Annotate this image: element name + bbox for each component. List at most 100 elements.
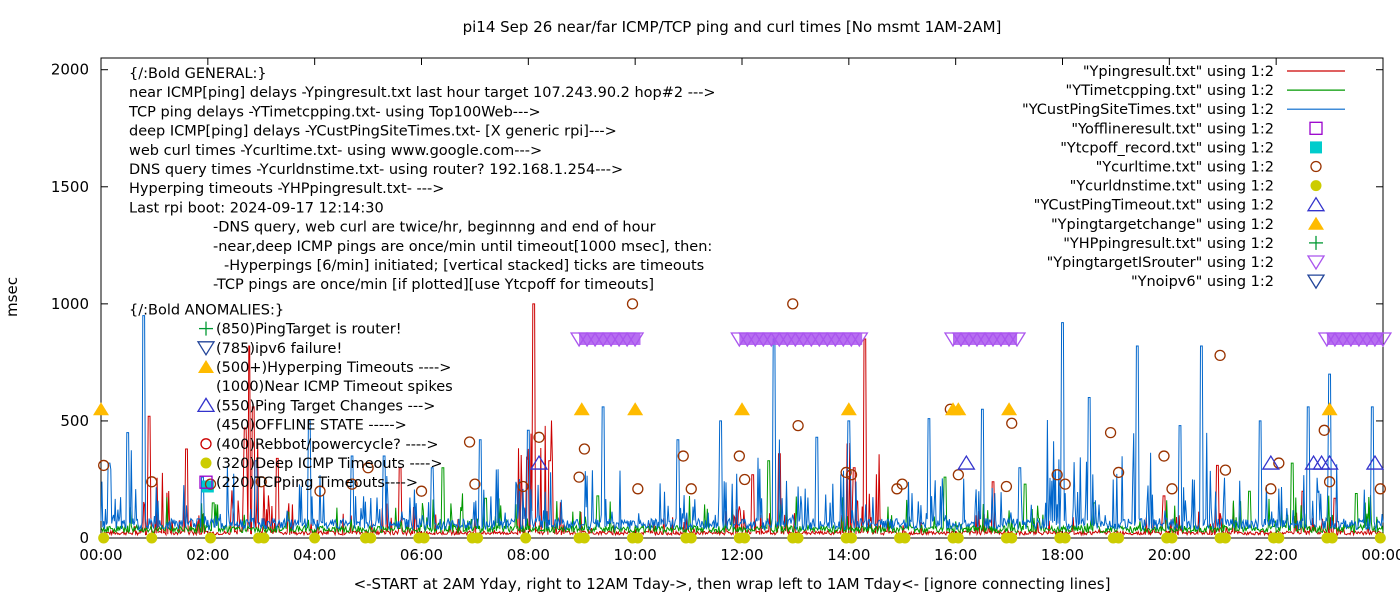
series-5-marker [463, 436, 476, 448]
series-6-marker [1006, 532, 1018, 544]
series-5-marker [1214, 349, 1226, 362]
x-tick-label: 18:00 [1041, 546, 1084, 564]
series-6-marker [520, 532, 532, 544]
legend-swatch-10 [1306, 255, 1326, 271]
series-5-marker [415, 485, 428, 497]
series-5-marker [677, 450, 689, 462]
x-tick-label: 00:00 [79, 546, 122, 564]
y-tick-label: 500 [60, 412, 89, 430]
series-5-marker [1318, 424, 1330, 436]
series-5-marker [469, 478, 481, 490]
series-6-marker [578, 532, 590, 544]
legend: "Ypingresult.txt" using 1:2 "YTimetcpping… [1022, 64, 1345, 290]
series-5-marker [204, 478, 217, 490]
y-tick-label: 0 [79, 529, 89, 547]
annotation-line-21: (220)TCPping Timeouts----> [216, 475, 418, 491]
series-6-marker [1219, 532, 1231, 544]
annotation-line-18: (450)OFFLINE STATE -----> [216, 418, 407, 434]
series-5-marker [362, 462, 374, 474]
legend-label-3: "Yofflineresult.txt" using 1:2 [1071, 121, 1274, 137]
series-5-marker [314, 485, 326, 497]
series-5-marker [632, 483, 644, 495]
series-10-band [952, 332, 1018, 345]
legend-label-11: "Ynoipv6" using 1:2 [1131, 274, 1274, 290]
annotation-line-6: Hyperping timeouts -YHPpingresult.txt- -… [129, 181, 444, 197]
series-5-marker [1000, 480, 1013, 493]
series-5-marker [896, 478, 908, 490]
annotation-line-20: (320)Deep ICMP Timeouts ----> [216, 456, 443, 472]
annotation-line-7: Last rpi boot: 2024-09-17 12:14:30 [129, 200, 384, 216]
annotation-symbol-15 [198, 360, 214, 373]
series-5-marker [733, 450, 745, 462]
legend-label-6: "Ycurldnstime.txt" using 1:2 [1070, 179, 1274, 195]
series-5-marker [845, 469, 858, 481]
series-6-marker [309, 532, 321, 544]
series-8-marker [573, 402, 590, 416]
annotation-symbol-17 [196, 397, 216, 413]
y-tick-label: 1500 [51, 178, 89, 196]
series-5-marker [578, 443, 591, 455]
series-6-marker [632, 532, 644, 544]
series-6-marker [418, 532, 430, 544]
x-tick-label: 22:00 [1255, 546, 1298, 564]
series-5-marker [1166, 483, 1178, 495]
series-5-marker [787, 298, 799, 310]
x-tick-label: 02:00 [186, 546, 229, 564]
annotation-line-4: web curl times -Ycurltime.txt- using www… [129, 143, 542, 159]
series-5-marker [1104, 426, 1117, 439]
legend-label-5: "Ycurltime.txt" using 1:2 [1096, 160, 1274, 176]
series-6-marker [258, 532, 270, 544]
series-5-marker [573, 471, 585, 483]
series-5-marker [346, 478, 358, 490]
legend-swatch-3 [1309, 121, 1323, 135]
annotation-line-3: deep ICMP[ping] delays -YCustPingSiteTim… [129, 124, 617, 140]
annotation-line-11: -TCP pings are once/min [if plotted][use… [213, 277, 654, 293]
series-8-marker [1001, 402, 1018, 416]
series-5-marker [952, 469, 964, 481]
annotation-symbol-21 [199, 475, 213, 489]
series-10-marker [1007, 332, 1027, 348]
annotation-line-9: -near,deep ICMP pings are once/min until… [213, 239, 712, 255]
legend-label-9: "YHPpingresult.txt" using 1:2 [1063, 236, 1274, 252]
series-5-marker [1323, 476, 1336, 488]
x-tick-label: 14:00 [827, 546, 870, 564]
annotation-line-5: DNS query times -Ycurldnstime.txt- using… [129, 162, 623, 178]
series-7-marker [1365, 454, 1385, 470]
x-tick-label: 20:00 [1148, 546, 1191, 564]
series-8-marker [840, 402, 857, 416]
x-tick-label: 08:00 [507, 546, 550, 564]
legend-swatch-5 [1310, 160, 1322, 173]
series-8-marker [734, 402, 750, 416]
series-7-marker [1320, 454, 1339, 470]
legend-swatch-11 [1306, 274, 1326, 290]
series-6-marker [365, 532, 377, 544]
series-6-marker [98, 532, 110, 544]
series-5-marker [792, 419, 804, 432]
series-5-marker [626, 298, 639, 310]
series-7-marker [529, 454, 549, 470]
series-line-2 [100, 315, 1384, 532]
legend-label-10: "YpingtargetISrouter" using 1:2 [1047, 255, 1274, 271]
series-5-marker [533, 431, 545, 443]
legend-label-2: "YCustPingSiteTimes.txt" using 1:2 [1022, 102, 1274, 118]
series-5-marker [98, 459, 110, 472]
series-5-marker [517, 480, 529, 493]
annotation-symbol-13 [199, 321, 213, 336]
series-6-marker [846, 532, 858, 544]
x-tick-label: 16:00 [934, 546, 977, 564]
annotation-line-16: (1000)Near ICMP Timeout spikes [216, 379, 453, 395]
x-tick-label: 04:00 [293, 546, 336, 564]
x-tick-label: 12:00 [720, 546, 763, 564]
series-10-marker [1373, 332, 1393, 348]
annotation-symbol-14 [196, 341, 216, 357]
series-6-marker [205, 532, 217, 544]
x-tick-label: 00:00 [1361, 546, 1400, 564]
annotation-line-0: {/:Bold GENERAL:} [129, 66, 267, 82]
y-axis: 0 500 1000 1500 2000 [51, 61, 1383, 547]
legend-label-4: "Ytcpoff_record.txt" using 1:2 [1060, 140, 1274, 156]
legend-label-7: "YCustPingTimeout.txt" using 1:2 [1034, 198, 1274, 214]
annotation-line-8: -DNS query, web curl are twice/hr, begin… [213, 220, 656, 236]
annotation-line-15: (500+)Hyperping Timeouts ----> [216, 360, 451, 376]
series-6-marker [1326, 532, 1338, 544]
